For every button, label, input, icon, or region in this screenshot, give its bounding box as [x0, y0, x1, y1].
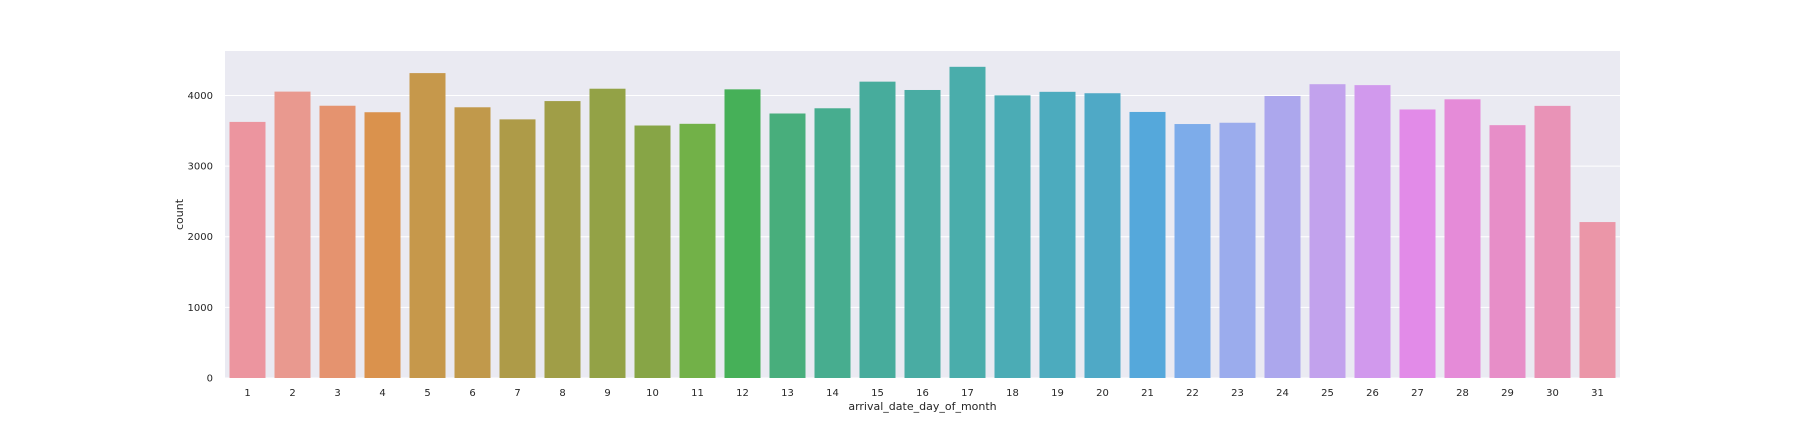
x-tick-label: 18 — [1006, 388, 1019, 399]
y-tick-label: 2000 — [188, 232, 213, 243]
bar-day-9 — [589, 88, 626, 378]
x-tick-label: 7 — [514, 388, 520, 399]
y-axis-label: count — [173, 198, 186, 230]
y-tick-label: 3000 — [188, 162, 213, 173]
bar-day-10 — [634, 125, 671, 378]
x-tick-label: 27 — [1411, 388, 1424, 399]
x-tick-label: 4 — [379, 388, 385, 399]
bar-day-29 — [1489, 125, 1526, 378]
x-tick-label: 15 — [871, 388, 884, 399]
bar-day-8 — [544, 101, 581, 378]
x-tick-label: 23 — [1231, 388, 1244, 399]
x-tick-label: 20 — [1096, 388, 1109, 399]
x-tick-label: 28 — [1456, 388, 1469, 399]
x-tick-label: 16 — [916, 388, 929, 399]
bar-day-25 — [1309, 84, 1346, 378]
x-tick-label: 8 — [559, 388, 565, 399]
bar-day-5 — [409, 73, 446, 378]
bar-day-27 — [1399, 109, 1436, 379]
bar-day-26 — [1354, 85, 1391, 379]
bar-day-21 — [1129, 111, 1166, 379]
x-tick-label: 31 — [1591, 388, 1604, 399]
bar-day-22 — [1174, 124, 1211, 378]
x-tick-label: 26 — [1366, 388, 1379, 399]
bar-day-7 — [499, 119, 536, 379]
bar-day-6 — [454, 107, 491, 379]
bar-day-4 — [364, 112, 401, 379]
x-tick-label: 3 — [334, 388, 340, 399]
bar-day-16 — [904, 89, 941, 378]
x-tick-label: 30 — [1546, 388, 1559, 399]
x-tick-labels: 1 2 3 4 5 6 7 8 9 10 11 12 13 14 15 16 17 18 19 20 21 22 23 24 2… — [244, 388, 1604, 399]
x-tick-label: 14 — [826, 388, 839, 399]
bar-day-23 — [1219, 122, 1256, 378]
bar-day-30 — [1534, 105, 1571, 378]
x-tick-label: 24 — [1276, 388, 1289, 399]
bar-day-24 — [1264, 95, 1301, 378]
x-tick-label: 5 — [424, 388, 430, 399]
y-tick-label: 1000 — [188, 303, 213, 314]
bar-day-28 — [1444, 99, 1481, 379]
x-tick-label: 11 — [691, 388, 704, 399]
x-tick-label: 1 — [244, 388, 250, 399]
bar-day-3 — [319, 105, 356, 379]
y-tick-label: 0 — [207, 374, 213, 385]
x-tick-label: 12 — [736, 388, 749, 399]
bar-day-18 — [994, 95, 1031, 379]
x-tick-label: 17 — [961, 388, 974, 399]
bars — [229, 66, 1616, 379]
bar-day-31 — [1579, 222, 1616, 378]
x-tick-label: 25 — [1321, 388, 1334, 399]
x-axis-label: arrival_date_day_of_month — [848, 400, 996, 413]
x-tick-label: 29 — [1501, 388, 1514, 399]
bar-day-15 — [859, 81, 896, 379]
bar-day-17 — [949, 66, 986, 378]
x-tick-label: 19 — [1051, 388, 1064, 399]
bar-day-14 — [814, 108, 851, 379]
bar-day-20 — [1084, 93, 1121, 378]
bar-day-2 — [274, 91, 311, 378]
x-tick-label: 6 — [469, 388, 475, 399]
bar-day-12 — [724, 89, 761, 379]
bar-day-1 — [229, 121, 266, 379]
x-tick-label: 13 — [781, 388, 794, 399]
x-tick-label: 22 — [1186, 388, 1199, 399]
bar-day-11 — [679, 123, 716, 378]
x-tick-label: 9 — [604, 388, 610, 399]
y-tick-label: 4000 — [188, 91, 213, 102]
x-tick-label: 21 — [1141, 388, 1154, 399]
bar-day-13 — [769, 113, 806, 378]
x-tick-label: 10 — [646, 388, 659, 399]
bar-day-19 — [1039, 91, 1076, 379]
y-tick-labels: 0 1000 2000 3000 4000 — [188, 91, 213, 385]
x-tick-label: 2 — [289, 388, 295, 399]
